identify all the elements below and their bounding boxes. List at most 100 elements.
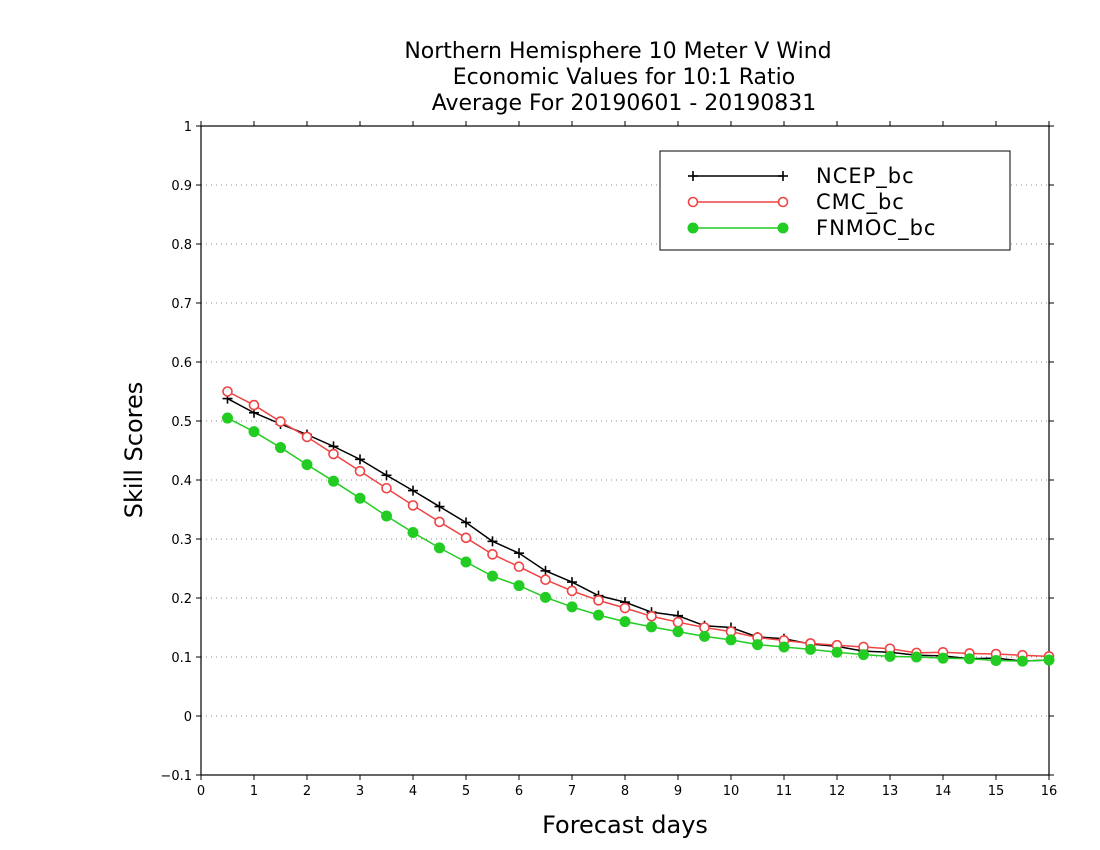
x-tick-label: 11: [776, 784, 793, 799]
x-tick-label: 0: [197, 784, 205, 799]
x-tick-label: 8: [621, 784, 629, 799]
series-fnmoc-bc: [222, 412, 1055, 667]
x-tick-label: 2: [303, 784, 311, 799]
point-plus-marker: [540, 565, 551, 576]
point-filled-circle-marker: [911, 651, 922, 663]
point-filled-circle-marker: [646, 621, 657, 633]
x-tick-label: 4: [409, 784, 417, 799]
x-axis: 0 1 2 3 4 5 6 7 8 9 10 11 12 13 14 15 16: [197, 121, 1057, 799]
y-tick-label: 0.1: [171, 651, 192, 666]
x-tick-label: 3: [356, 784, 364, 799]
point-filled-circle-marker: [990, 655, 1002, 667]
y-tick-label: 0: [184, 710, 192, 725]
legend-label: CMC_bc: [816, 190, 905, 215]
point-filled-circle-marker: [540, 591, 551, 603]
y-tick-label: 0.9: [171, 179, 192, 194]
x-tick-label: 12: [829, 784, 846, 799]
series-ncep-bc: [222, 393, 1054, 667]
x-axis-label: Forecast days: [542, 811, 708, 839]
legend-label: FNMOC_bc: [816, 216, 936, 241]
point-filled-circle-marker: [699, 630, 710, 642]
point-open-circle-marker: [381, 482, 392, 494]
y-tick-label: −0.1: [160, 769, 192, 784]
point-filled-circle-marker: [831, 646, 843, 658]
point-open-circle-marker: [275, 416, 286, 427]
y-axis: −0.1 0 0.1 0.2 0.3 0.4 0.5 0.6 0.7 0.8 0.9 1: [160, 120, 1054, 784]
point-filled-circle-marker: [566, 601, 578, 613]
legend-box: [659, 150, 1011, 251]
point-open-circle-marker: [687, 196, 699, 208]
point-open-circle-marker: [407, 500, 419, 511]
point-open-circle-marker: [672, 616, 684, 628]
y-tick-label: 1: [184, 120, 192, 135]
point-open-circle-marker: [487, 549, 498, 560]
point-open-circle-marker: [513, 561, 525, 573]
point-filled-circle-marker: [752, 639, 763, 651]
point-plus-marker: [688, 171, 698, 181]
point-filled-circle-marker: [301, 459, 313, 471]
point-filled-circle-marker: [858, 649, 869, 661]
y-axis-label: Skill Scores: [120, 382, 148, 519]
point-plus-marker: [461, 517, 471, 528]
point-plus-marker: [434, 501, 445, 512]
chart-title: Northern Hemisphere 10 Meter V Wind Econ…: [404, 39, 831, 116]
legend-item-fnmoc-bc: FNMOC_bc: [687, 216, 936, 241]
point-filled-circle-marker: [407, 527, 419, 539]
point-plus-marker: [487, 536, 498, 547]
legend-item-cmc-bc: CMC_bc: [687, 190, 905, 215]
point-open-circle-marker: [540, 574, 551, 586]
point-plus-marker: [567, 577, 577, 588]
y-tick-label: 0.3: [171, 533, 192, 548]
y-tick-label: 0.5: [171, 415, 192, 430]
x-tick-label: 13: [882, 784, 899, 799]
legend-item-ncep-bc: NCEP_bc: [688, 164, 914, 189]
series-cmc-bc: [222, 386, 1055, 662]
point-open-circle-marker: [460, 532, 472, 544]
x-tick-label: 14: [935, 784, 952, 799]
point-filled-circle-marker: [884, 650, 896, 662]
point-filled-circle-marker: [1017, 655, 1028, 667]
x-tick-label: 5: [462, 784, 470, 799]
x-tick-label: 9: [674, 784, 682, 799]
point-filled-circle-marker: [328, 475, 339, 487]
point-filled-circle-marker: [593, 609, 604, 621]
point-filled-circle-marker: [805, 643, 816, 655]
y-tick-label: 0.7: [171, 297, 192, 312]
x-tick-label: 10: [723, 784, 740, 799]
point-open-circle-marker: [777, 196, 789, 208]
point-filled-circle-marker: [725, 634, 737, 646]
point-open-circle-marker: [434, 516, 445, 528]
point-filled-circle-marker: [354, 492, 366, 504]
point-filled-circle-marker: [222, 412, 233, 424]
series-line: [227, 390, 1050, 658]
point-filled-circle-marker: [672, 626, 684, 638]
point-filled-circle-marker: [964, 653, 975, 665]
point-filled-circle-marker: [777, 222, 789, 234]
x-tick-label: 16: [1041, 784, 1058, 799]
point-open-circle-marker: [222, 386, 233, 397]
point-open-circle-marker: [619, 602, 631, 614]
x-tick-label: 15: [988, 784, 1005, 799]
point-open-circle-marker: [646, 610, 657, 622]
point-open-circle-marker: [593, 595, 604, 606]
point-plus-marker: [514, 548, 524, 559]
chart-title-line-3: Average For 20190601 - 20190831: [432, 91, 817, 116]
point-plus-marker: [381, 470, 392, 481]
point-filled-circle-marker: [937, 652, 949, 664]
point-open-circle-marker: [301, 431, 313, 443]
point-open-circle-marker: [699, 622, 710, 633]
point-filled-circle-marker: [248, 426, 260, 438]
point-plus-marker: [778, 171, 788, 181]
series-layer: [222, 386, 1055, 667]
point-filled-circle-marker: [460, 556, 472, 568]
chart-title-line-2: Economic Values for 10:1 Ratio: [453, 65, 795, 90]
point-open-circle-marker: [328, 448, 339, 460]
point-filled-circle-marker: [487, 570, 498, 582]
point-open-circle-marker: [248, 399, 260, 411]
x-tick-label: 1: [250, 784, 258, 799]
y-tick-label: 0.8: [171, 238, 192, 253]
x-tick-label: 6: [515, 784, 523, 799]
y-tick-label: 0.6: [171, 356, 192, 371]
point-filled-circle-marker: [275, 442, 286, 454]
